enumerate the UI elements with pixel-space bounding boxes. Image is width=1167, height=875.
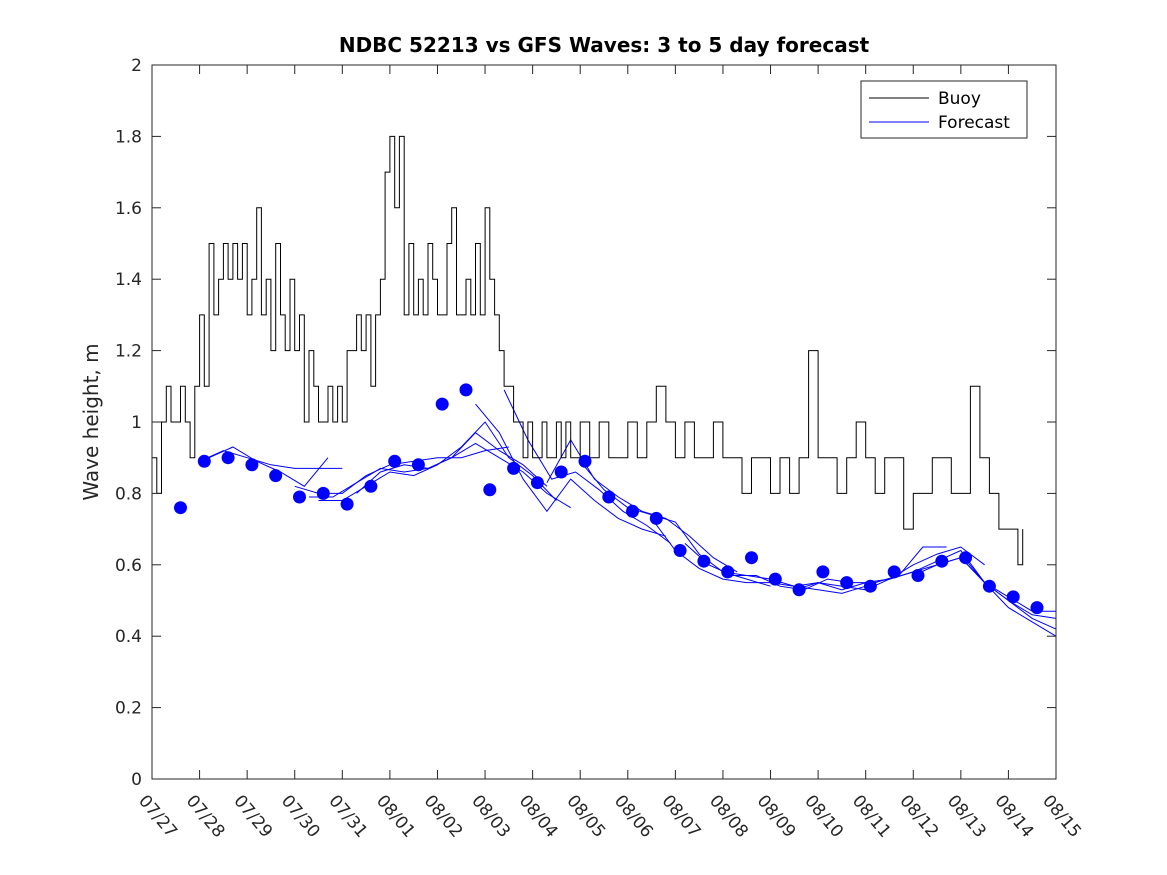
forecast-run-line-8 — [546, 438, 738, 573]
forecast-point — [840, 576, 854, 590]
y-axis: 0 0.2 0.4 0.6 0.8 1 1.2 1.4 1.6 1.8 2 — [115, 56, 1056, 790]
y-tick-label: 1.8 — [115, 127, 142, 147]
forecast-point — [388, 454, 402, 468]
forecast-point — [911, 569, 925, 582]
forecast-point — [649, 511, 663, 525]
forecast-point — [269, 469, 283, 483]
y-tick-label: 1.4 — [115, 270, 142, 290]
forecast-point — [435, 397, 449, 411]
y-tick-label: 0.8 — [115, 484, 142, 504]
forecast-point — [816, 565, 830, 579]
forecast-run-line-7 — [503, 389, 671, 544]
forecast-run-line-6 — [475, 403, 667, 537]
forecast-point — [721, 565, 735, 579]
forecast-point — [507, 461, 521, 475]
forecast-point — [697, 554, 711, 568]
forecast-point — [1030, 601, 1044, 615]
forecast-point — [1006, 590, 1020, 604]
legend-label-forecast: Forecast — [938, 113, 1010, 133]
forecast-point — [792, 583, 806, 597]
forecast-run-line-2 — [294, 446, 509, 494]
y-tick-label: 1.6 — [115, 199, 142, 219]
forecast-point — [197, 454, 211, 468]
forecast-point — [483, 483, 497, 497]
forecast-point — [626, 504, 639, 518]
forecast-point — [745, 551, 758, 565]
y-tick-label: 0.4 — [115, 627, 142, 647]
forecast-point — [602, 490, 616, 504]
y-tick-label: 0.2 — [115, 699, 142, 719]
y-tick-label: 2 — [131, 56, 142, 76]
forecast-point — [863, 579, 877, 593]
forecast-point — [887, 565, 901, 579]
forecast-point — [959, 551, 973, 565]
forecast-point — [554, 465, 568, 479]
forecast-point — [768, 572, 782, 586]
forecast-run-line-1 — [208, 446, 329, 487]
forecast-point — [340, 497, 354, 511]
forecast-point — [174, 501, 187, 515]
forecast-point — [530, 476, 544, 490]
forecast-markers — [174, 383, 1044, 615]
forecast-point — [459, 383, 473, 397]
forecast-point — [411, 458, 425, 472]
legend-box — [860, 80, 1028, 139]
forecast-point — [364, 479, 378, 493]
forecast-point — [982, 579, 996, 593]
forecast-point — [316, 486, 330, 500]
forecast-runs — [199, 389, 1057, 637]
y-tick-label: 0 — [131, 770, 142, 790]
chart-title: NDBC 52213 vs GFS Waves: 3 to 5 day fore… — [339, 33, 870, 57]
forecast-point — [221, 451, 235, 465]
forecast-point — [293, 490, 306, 504]
y-tick-label: 1 — [131, 413, 142, 433]
forecast-point — [935, 554, 949, 568]
forecast-run-line-12 — [722, 546, 985, 591]
y-tick-label: 0.6 — [115, 556, 142, 576]
forecast-point — [673, 544, 687, 557]
legend-label-buoy: Buoy — [938, 89, 981, 109]
legend: Buoy Forecast — [860, 80, 1028, 139]
buoy-series — [152, 135, 1024, 566]
y-axis-title: Wave height, m — [79, 343, 103, 500]
forecast-run-line-10 — [651, 518, 866, 594]
buoy-line — [152, 135, 1024, 566]
y-tick-label: 1.2 — [115, 342, 142, 362]
forecast-point — [578, 454, 592, 468]
forecast-point — [245, 458, 259, 472]
